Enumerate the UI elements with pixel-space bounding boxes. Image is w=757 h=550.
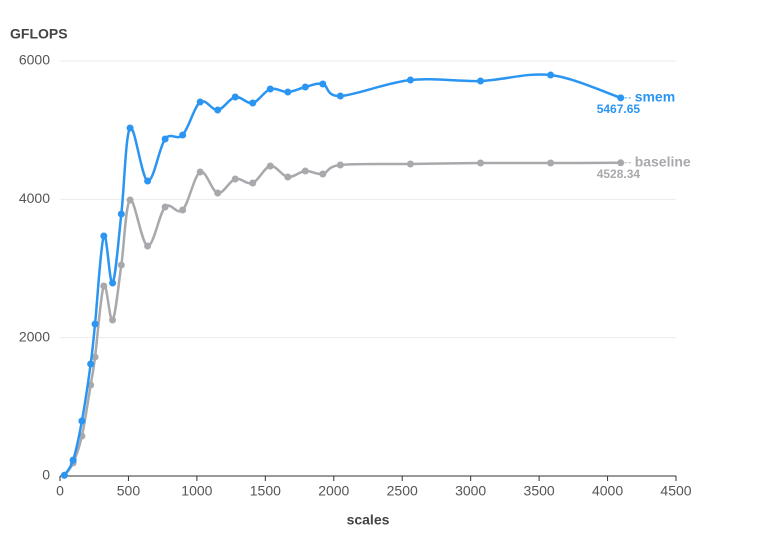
data-point: [109, 316, 117, 324]
x-tick-label: 4500: [660, 483, 691, 499]
data-point: [231, 175, 239, 183]
y-axis-title: GFLOPS: [10, 26, 68, 42]
data-point: [301, 167, 309, 175]
data-point: [87, 360, 95, 368]
data-point: [284, 173, 292, 181]
data-point: [477, 77, 485, 85]
data-point: [126, 196, 134, 204]
data-point: [117, 261, 125, 269]
data-point: [477, 159, 485, 167]
data-point: [100, 232, 108, 240]
x-tick-label: 1500: [250, 483, 281, 499]
data-point: [91, 320, 99, 328]
data-point: [214, 189, 222, 197]
data-point: [617, 159, 625, 167]
series-label: baseline: [635, 153, 691, 169]
data-point: [406, 160, 414, 168]
series-line: [63, 73, 622, 476]
x-tick-label: 2000: [318, 483, 349, 499]
data-point: [284, 88, 292, 96]
data-point: [91, 353, 99, 361]
y-tick-label: 6000: [19, 52, 50, 68]
data-point: [406, 76, 414, 84]
data-point: [179, 131, 187, 139]
y-tick-label: 0: [42, 467, 50, 483]
data-point: [196, 98, 204, 106]
x-tick-label: 3500: [524, 483, 555, 499]
data-point: [617, 94, 625, 102]
end-value-label: 5467.65: [597, 102, 641, 116]
data-point: [144, 242, 152, 250]
series-label: smem: [635, 89, 675, 105]
data-point: [161, 135, 169, 143]
data-point: [69, 456, 77, 464]
data-point: [179, 206, 187, 214]
data-point: [109, 279, 117, 287]
x-tick-label: 4000: [592, 483, 623, 499]
end-value-label: 4528.34: [597, 167, 641, 181]
data-point: [547, 159, 555, 167]
data-point: [301, 83, 309, 91]
data-point: [161, 203, 169, 211]
data-point: [547, 71, 555, 79]
data-point: [144, 177, 152, 185]
data-point: [214, 106, 222, 114]
x-tick-label: 500: [117, 483, 141, 499]
data-point: [78, 417, 86, 425]
data-point: [196, 168, 204, 176]
data-point: [126, 124, 134, 132]
x-axis-title: scales: [347, 512, 390, 528]
y-tick-label: 4000: [19, 190, 50, 206]
x-tick-label: 0: [56, 483, 64, 499]
data-point: [249, 179, 257, 187]
data-point: [336, 92, 344, 100]
series-line: [63, 161, 621, 477]
x-tick-label: 2500: [387, 483, 418, 499]
data-point: [117, 210, 125, 218]
data-point: [100, 282, 108, 290]
data-point: [266, 162, 274, 170]
data-point: [336, 161, 344, 169]
y-tick-label: 2000: [19, 328, 50, 344]
data-point: [60, 471, 68, 479]
data-point: [249, 99, 257, 107]
x-tick-label: 3000: [455, 483, 486, 499]
data-point: [319, 80, 327, 88]
x-tick-label: 1000: [181, 483, 212, 499]
data-point: [266, 85, 274, 93]
data-point: [319, 170, 327, 178]
data-point: [231, 93, 239, 101]
